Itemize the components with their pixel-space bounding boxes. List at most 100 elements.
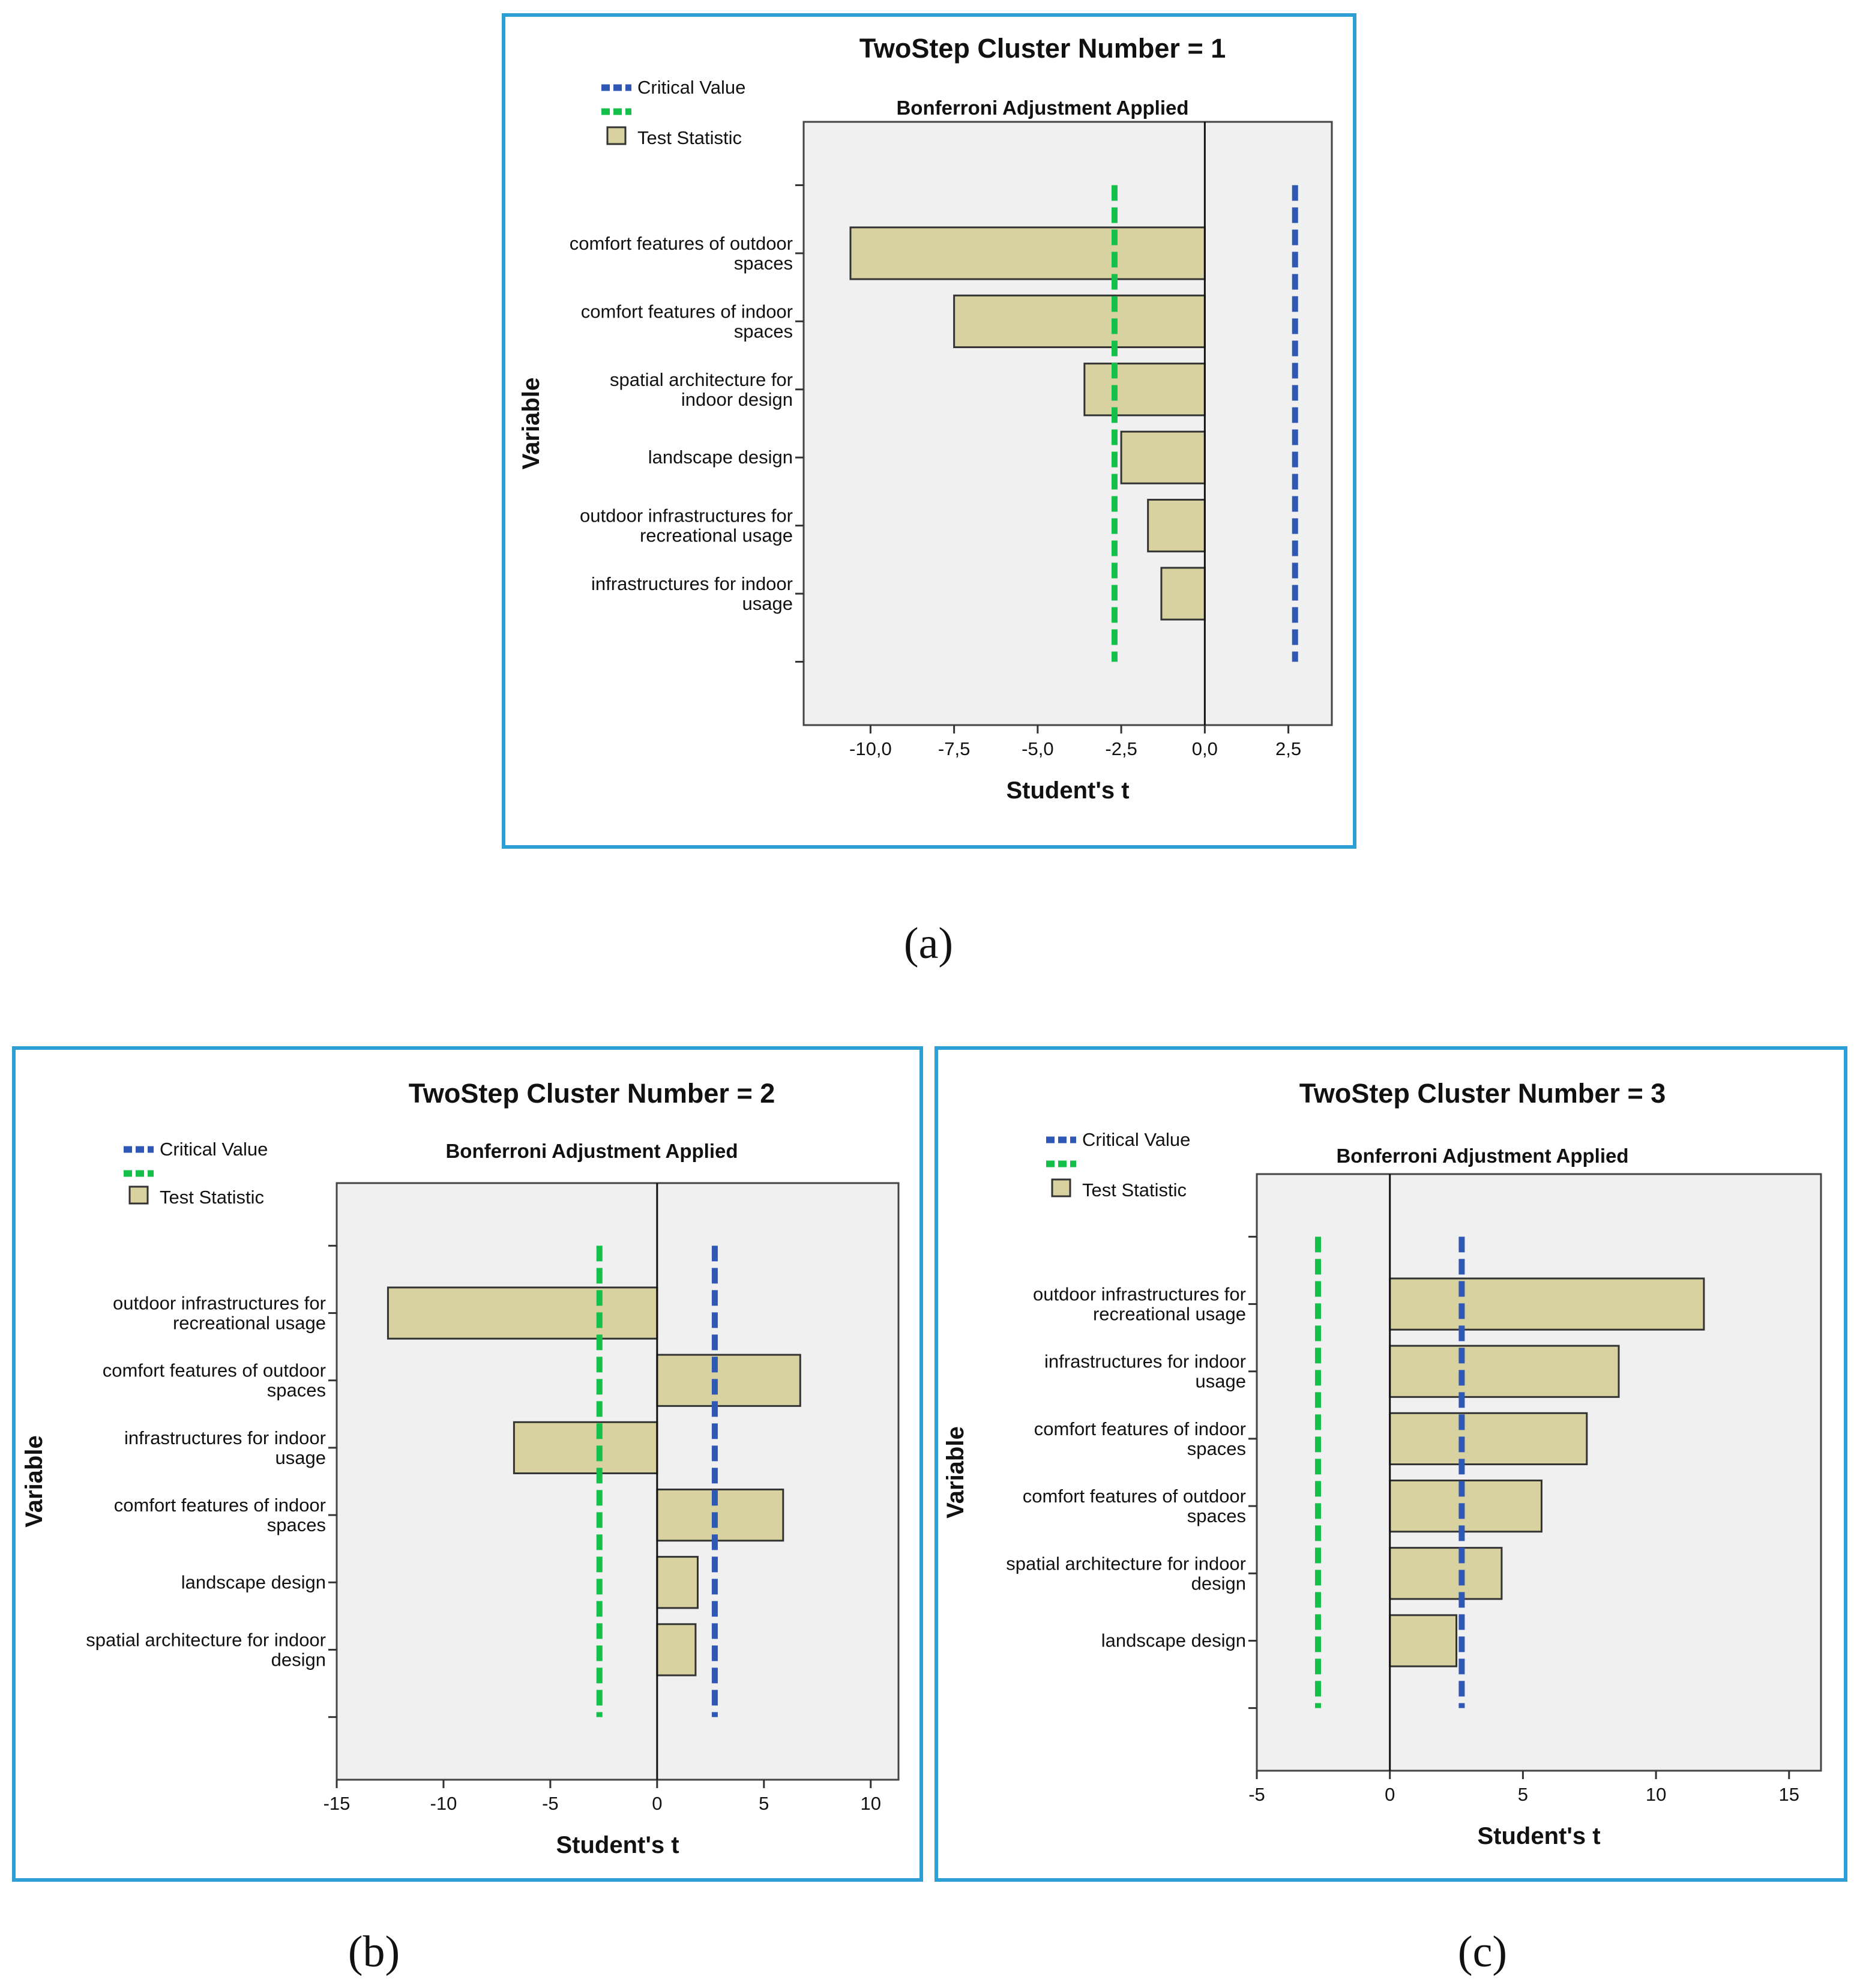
- category-label-2-line-0: infrastructures for indoor: [124, 1427, 326, 1448]
- category-label-0-line-1: recreational usage: [173, 1313, 326, 1334]
- chart-svg-cluster-1: TwoStep Cluster Number = 1 Bonferroni Adj…: [518, 33, 1333, 804]
- chart-subtitle: Bonferroni Adjustment Applied: [445, 1140, 738, 1162]
- category-label-0-line-1: recreational usage: [1093, 1304, 1246, 1325]
- chart-panel-cluster-1: TwoStep Cluster Number = 1 Bonferroni Adj…: [502, 13, 1356, 849]
- category-label-0-line-0: outdoor infrastructures for: [1033, 1284, 1246, 1305]
- plot-area: [1256, 1173, 1822, 1772]
- bar-2: [1083, 363, 1206, 417]
- bar-0: [849, 226, 1206, 280]
- x-tick-label-2: -5,0: [1022, 738, 1053, 759]
- x-axis-title: Student's t: [1006, 777, 1129, 804]
- category-label-5: landscape design: [1101, 1630, 1246, 1651]
- x-tick-label-4: 0,0: [1192, 738, 1218, 759]
- legend-statistic-box-swatch: [1051, 1178, 1071, 1197]
- chart-svg-cluster-2: TwoStep Cluster Number = 2 Bonferroni Adj…: [21, 1078, 900, 1858]
- x-tick-label-3: -2,5: [1105, 738, 1137, 759]
- category-label-2-line-0: spatial architecture for: [610, 369, 793, 390]
- y-axis-title: Variable: [21, 1435, 47, 1527]
- category-label-1-line-1: spaces: [267, 1380, 326, 1401]
- category-label-0: comfort features of outdoor spaces: [570, 233, 793, 274]
- bar-0: [1389, 1277, 1705, 1331]
- category-label-5-line-0: spatial architecture for indoor: [86, 1629, 326, 1650]
- category-label-4: landscape design: [181, 1571, 326, 1592]
- category-label-1-line-0: infrastructures for indoor: [1044, 1351, 1246, 1372]
- category-label-2: comfort features of indoor spaces: [1034, 1418, 1246, 1459]
- bar-4: [1147, 499, 1206, 553]
- bar-1: [953, 294, 1206, 348]
- category-label-4-line-0: landscape design: [181, 1571, 326, 1592]
- legend-critical-label: Critical Value: [160, 1139, 268, 1160]
- category-label-2: infrastructures for indoor usage: [124, 1427, 326, 1468]
- category-label-4-line-0: spatial architecture for indoor: [1006, 1553, 1246, 1574]
- category-label-5-line-0: infrastructures for indoor: [591, 573, 793, 594]
- category-label-3-line-0: comfort features of outdoor: [1023, 1486, 1246, 1507]
- bar-1: [1389, 1345, 1620, 1398]
- category-label-0-line-0: outdoor infrastructures for: [113, 1293, 326, 1314]
- chart-title: TwoStep Cluster Number = 3: [1299, 1078, 1666, 1109]
- category-label-0: outdoor infrastructures for recreational …: [1033, 1284, 1246, 1325]
- category-label-4: spatial architecture for indoor design: [1006, 1553, 1246, 1594]
- category-label-2-line-1: spaces: [1187, 1438, 1246, 1459]
- chart-title: TwoStep Cluster Number = 2: [409, 1078, 775, 1109]
- category-label-5-line-1: design: [271, 1649, 326, 1670]
- category-label-5-line-0: landscape design: [1101, 1630, 1246, 1651]
- category-label-2-line-1: indoor design: [681, 389, 793, 410]
- bar-4: [1389, 1547, 1503, 1600]
- x-tick-label-5: 2,5: [1275, 738, 1301, 759]
- category-label-0-line-0: comfort features of outdoor: [570, 233, 793, 254]
- category-label-1: infrastructures for indoor usage: [1044, 1351, 1246, 1392]
- category-label-4-line-1: recreational usage: [640, 525, 793, 546]
- legend-critical-label: Critical Value: [1082, 1129, 1190, 1150]
- bar-1: [656, 1354, 801, 1407]
- chart-subtitle: Bonferroni Adjustment Applied: [896, 97, 1188, 119]
- legend: Critical Value Test Statistic: [124, 1139, 268, 1208]
- category-label-3-line-0: comfort features of indoor: [114, 1495, 326, 1516]
- chart-panel-cluster-2: TwoStep Cluster Number = 2 Bonferroni Adj…: [12, 1046, 923, 1882]
- category-label-4: outdoor infrastructures for recreational …: [580, 505, 793, 546]
- category-label-4-line-1: design: [1191, 1573, 1246, 1594]
- legend-statistic-label: Test Statistic: [637, 127, 742, 148]
- category-label-2-line-1: usage: [275, 1447, 326, 1468]
- category-label-3: comfort features of outdoor spaces: [1023, 1486, 1246, 1526]
- bar-5: [1389, 1614, 1458, 1667]
- category-label-2: spatial architecture for indoor design: [610, 369, 793, 410]
- bar-2: [1389, 1412, 1588, 1466]
- x-tick-label-0: -15: [324, 1793, 351, 1814]
- category-label-0-line-1: spaces: [734, 253, 793, 274]
- x-tick-label-0: -10,0: [849, 738, 892, 759]
- legend: Critical Value Test Statistic: [1046, 1129, 1190, 1200]
- category-label-1: comfort features of outdoor spaces: [103, 1360, 326, 1401]
- legend-statistic-label: Test Statistic: [1082, 1179, 1187, 1200]
- category-label-3: comfort features of indoor spaces: [114, 1495, 326, 1535]
- legend-statistic-box-swatch: [606, 126, 627, 145]
- x-tick-label-2: 5: [1518, 1784, 1528, 1805]
- category-label-4-line-0: outdoor infrastructures for: [580, 505, 793, 526]
- x-tick-label-1: 0: [1385, 1784, 1395, 1805]
- category-label-5: infrastructures for indoor usage: [591, 573, 793, 614]
- category-label-3-line-0: landscape design: [648, 447, 793, 468]
- caption-c: (c): [1457, 1927, 1508, 1977]
- category-label-3-line-1: spaces: [1187, 1505, 1246, 1526]
- x-tick-label-5: 10: [860, 1793, 880, 1814]
- chart-subtitle: Bonferroni Adjustment Applied: [1336, 1145, 1628, 1167]
- x-tick-label-2: -5: [542, 1793, 559, 1814]
- category-label-0: outdoor infrastructures for recreational …: [113, 1293, 326, 1334]
- legend: Critical Value Test Statistic: [601, 77, 745, 148]
- chart-svg-cluster-3: TwoStep Cluster Number = 3 Bonferroni Adj…: [942, 1078, 1822, 1849]
- category-label-1-line-1: usage: [1196, 1371, 1246, 1392]
- caption-a: (a): [903, 919, 954, 968]
- category-label-1-line-0: comfort features of indoor: [581, 301, 793, 322]
- category-label-5-line-1: usage: [742, 593, 793, 614]
- y-axis-title: Variable: [518, 378, 544, 469]
- plot-area: [336, 1182, 900, 1781]
- bar-3: [656, 1488, 784, 1542]
- chart-title: TwoStep Cluster Number = 1: [859, 33, 1226, 64]
- legend-statistic-box-swatch: [128, 1185, 149, 1205]
- bar-4: [656, 1556, 699, 1609]
- x-axis-title: Student's t: [1477, 1823, 1600, 1849]
- category-label-1-line-1: spaces: [734, 321, 793, 342]
- x-tick-label-0: -5: [1248, 1784, 1265, 1805]
- x-tick-label-3: 10: [1646, 1784, 1666, 1805]
- y-axis-title: Variable: [942, 1426, 969, 1518]
- legend-statistic-label: Test Statistic: [160, 1187, 264, 1208]
